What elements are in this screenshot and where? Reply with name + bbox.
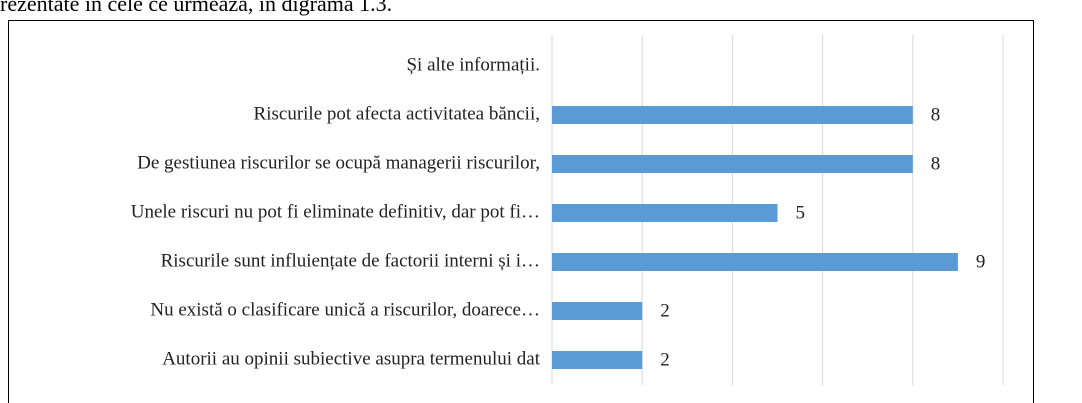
lead-text: rezentate în cele ce urmează, în digrama… — [0, 0, 392, 16]
y-tick-label: Autorii au opinii subiective asupra term… — [162, 348, 541, 369]
bar — [552, 253, 958, 271]
value-label: 8 — [931, 104, 941, 125]
value-label: 2 — [660, 300, 670, 321]
y-tick-label: Și alte informații. — [406, 54, 540, 75]
bar — [552, 106, 913, 124]
value-label: 5 — [796, 202, 806, 223]
value-label: 8 — [931, 153, 941, 174]
y-tick-label: Riscurile sunt influiențate de factorii … — [161, 250, 540, 271]
bar — [552, 351, 643, 369]
y-tick-label: De gestiunea riscurilor se ocupă manager… — [137, 152, 540, 173]
bar — [552, 155, 913, 173]
y-tick-label: Riscurile pot afecta activitatea băncii, — [254, 103, 540, 124]
y-tick-label: Unele riscuri nu pot fi eliminate defini… — [131, 201, 540, 222]
value-label: 9 — [976, 251, 986, 272]
value-label: 2 — [660, 349, 670, 370]
y-tick-label: Nu există o clasificare unică a riscuril… — [150, 299, 540, 320]
bar — [552, 204, 778, 222]
chart-border — [8, 20, 1034, 403]
bar — [552, 302, 643, 320]
